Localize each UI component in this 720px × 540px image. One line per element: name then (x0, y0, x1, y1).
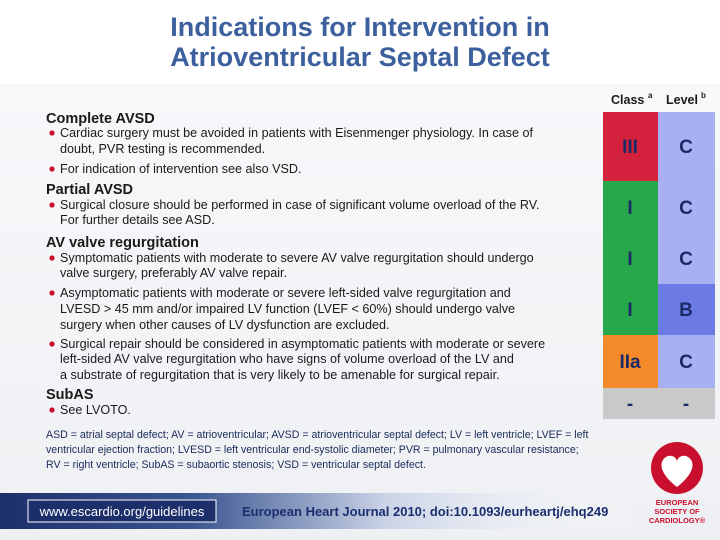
class-value: - (627, 394, 633, 415)
item-line: Surgical repair should be considered in … (60, 337, 545, 351)
class-header: Class (611, 93, 644, 107)
header-area (0, 0, 720, 84)
citation: European Heart Journal 2010; doi:10.1093… (242, 504, 608, 519)
item-line: For further details see ASD. (60, 213, 215, 227)
footnote-line: ASD = atrial septal defect; AV = atriove… (46, 429, 588, 441)
level-value: - (683, 394, 689, 415)
level-value: C (679, 198, 693, 219)
url: www.escardio.org/guidelines (39, 504, 205, 519)
class-cell (603, 388, 658, 419)
level-cell (658, 112, 715, 284)
level-sup: b (701, 91, 706, 100)
item-line: doubt, PVR testing is recommended. (60, 142, 265, 156)
level-cell (658, 335, 715, 388)
bullet (49, 166, 55, 172)
section-heading: Partial AVSD (46, 182, 133, 198)
bullet (49, 202, 55, 208)
item-line: See LVOTO. (60, 403, 131, 417)
logo-heart (661, 455, 693, 487)
esc-logo (651, 442, 703, 494)
bullet (49, 130, 55, 136)
level-value: B (679, 300, 693, 321)
item-line: surgery when other causes of LV dysfunct… (60, 318, 390, 332)
bullet (49, 341, 55, 347)
bullet (49, 255, 55, 261)
logo-text: EUROPEAN (656, 498, 699, 507)
title-line: Indications for Intervention in (170, 12, 550, 42)
item-line: Symptomatic patients with moderate to se… (60, 251, 534, 265)
content: Indications for Intervention inAtriovent… (39, 12, 706, 525)
class-sup: a (648, 91, 653, 100)
section-heading: AV valve regurgitation (46, 235, 199, 251)
bullet (49, 290, 55, 296)
item-line: For indication of intervention see also … (60, 162, 302, 176)
rating-cells (603, 112, 715, 419)
item-line: Asymptomatic patients with moderate or s… (60, 286, 511, 300)
footnote-line: ventricular ejection fraction; LVESD = l… (46, 444, 579, 456)
class-cell (603, 335, 658, 388)
level-value: C (679, 249, 693, 270)
section-heading: SubAS (46, 387, 94, 403)
class-cell (603, 112, 658, 181)
bullet (49, 407, 55, 413)
level-header: Level (666, 93, 698, 107)
level-value: C (679, 137, 693, 158)
class-value: I (627, 300, 632, 321)
logo-text: SOCIETY OF (654, 507, 700, 516)
class-value: IIa (619, 352, 641, 373)
class-value: I (627, 249, 632, 270)
item-line: Cardiac surgery must be avoided in patie… (60, 126, 533, 140)
logo-text: CARDIOLOGY® (649, 516, 706, 525)
section-heading: Complete AVSD (46, 111, 155, 127)
title-line: Atrioventricular Septal Defect (170, 42, 550, 72)
item-line: Surgical closure should be performed in … (60, 198, 540, 212)
url-box (27, 499, 217, 523)
item-line: left-sided AV valve regurgitation who ha… (60, 352, 514, 366)
class-value: I (627, 198, 632, 219)
item-line: a substrate of regurgitation that is ver… (60, 368, 500, 382)
level-cell (658, 284, 715, 335)
item-line: LVESD > 45 mm and/or impaired LV functio… (60, 302, 515, 316)
item-line: valve surgery, preferably AV valve repai… (60, 266, 287, 280)
level-value: C (679, 352, 693, 373)
footnote-line: RV = right ventricle; SubAS = subaortic … (46, 459, 426, 471)
class-cell (603, 181, 658, 335)
level-cell (658, 388, 715, 419)
class-value: III (622, 137, 638, 158)
